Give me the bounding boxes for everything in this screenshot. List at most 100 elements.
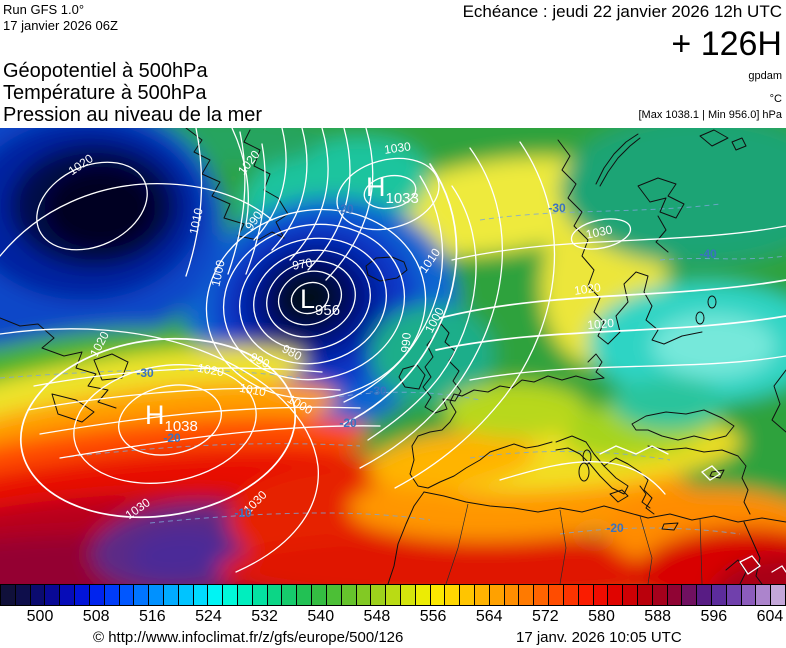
field-blob bbox=[44, 166, 156, 250]
param-temperature: Température à 500hPa bbox=[3, 82, 207, 104]
scale-tick: 516 bbox=[138, 608, 166, 625]
scale-tick: 588 bbox=[644, 608, 671, 625]
valid-time-label: Echéance : jeudi 22 janvier 2026 12h UTC bbox=[462, 2, 782, 21]
isobar-label: 1010 bbox=[186, 206, 205, 235]
scale-cell bbox=[297, 585, 312, 605]
scale-cell bbox=[30, 585, 45, 605]
scale-tick: 500 bbox=[26, 608, 54, 625]
scale-cell bbox=[652, 585, 667, 605]
scale-tick: 572 bbox=[531, 608, 559, 625]
color-scale bbox=[0, 584, 786, 606]
units-block: gpdam °C [Max 1038.1 | Min 956.0] hPa bbox=[639, 71, 783, 121]
scale-cell bbox=[667, 585, 682, 605]
isobar-label: 1030 bbox=[383, 139, 412, 157]
scale-tick: 580 bbox=[588, 608, 615, 625]
param-pressure: Pression au niveau de la mer bbox=[3, 104, 263, 126]
isobar-label: 1020 bbox=[573, 280, 602, 298]
pressure-center-h1038: H1038 bbox=[145, 400, 198, 435]
scale-cell bbox=[460, 585, 474, 605]
scale-cell bbox=[445, 585, 460, 605]
pressure-center-h1033: H1033 bbox=[366, 172, 419, 207]
scale-tick-labels: 500 508 516 524 532 540 548 556 564 572 580 588 596 6… bbox=[0, 606, 786, 627]
run-date-label: 17 janvier 2026 06Z bbox=[3, 18, 118, 33]
copyright-text: © http://www.infoclimat.fr/z/gfs/europe/… bbox=[93, 629, 404, 646]
temperature-label: -30 bbox=[369, 384, 387, 398]
scale-cell bbox=[682, 585, 697, 605]
temperature-label: -20 bbox=[606, 521, 624, 535]
scale-cell bbox=[741, 585, 756, 605]
scale-cell bbox=[223, 585, 237, 605]
scale-cell bbox=[312, 585, 326, 605]
scale-cell bbox=[771, 585, 786, 605]
scale-tick: 596 bbox=[700, 608, 728, 625]
timestamp-text: 17 janv. 2026 10:05 UTC bbox=[516, 629, 682, 646]
scale-cell bbox=[282, 585, 297, 605]
scale-tick: 548 bbox=[363, 608, 391, 625]
scale-cell bbox=[400, 585, 415, 605]
parameter-list: Géopotentiel à 500hPa Température à 500h… bbox=[3, 60, 262, 126]
scale-cell bbox=[45, 585, 60, 605]
scale-cell bbox=[1, 585, 15, 605]
scale-tick: 540 bbox=[307, 608, 335, 625]
scale-tick: 604 bbox=[756, 608, 784, 625]
scale-cell bbox=[238, 585, 252, 605]
pressure-center-l956: L956 bbox=[300, 284, 340, 319]
scale-cell bbox=[89, 585, 104, 605]
temperature-label: -20 bbox=[339, 416, 357, 430]
scale-cell bbox=[193, 585, 208, 605]
scale-cell bbox=[430, 585, 445, 605]
forecast-hour-label: + 126H bbox=[671, 25, 782, 63]
field-blob bbox=[715, 556, 786, 584]
temperature-label: -40 bbox=[699, 247, 717, 261]
weather-map: 1020 1020 1010 990 1000 1030 1030 970 980 990 990 1… bbox=[0, 128, 786, 584]
isobar-label: 1000 bbox=[208, 258, 227, 287]
scale-tick: 564 bbox=[475, 608, 503, 625]
model-run-label: Run GFS 1.0° bbox=[3, 2, 85, 17]
scale-cell bbox=[756, 585, 771, 605]
scale-cell bbox=[549, 585, 563, 605]
scale-cell bbox=[178, 585, 193, 605]
footer: © http://www.infoclimat.fr/z/gfs/europe/… bbox=[0, 627, 786, 648]
scale-cell bbox=[563, 585, 578, 605]
param-geopotential: Géopotentiel à 500hPa bbox=[3, 60, 208, 82]
scale-cell bbox=[341, 585, 356, 605]
temperature-contours bbox=[0, 203, 786, 535]
scale-cell bbox=[104, 585, 119, 605]
temperature-label: -30 bbox=[548, 201, 566, 215]
scale-cell bbox=[356, 585, 371, 605]
scale-tick: 524 bbox=[195, 608, 222, 625]
scale-cell bbox=[371, 585, 386, 605]
scale-cell bbox=[386, 585, 400, 605]
scale-cell bbox=[697, 585, 711, 605]
scale-cell bbox=[504, 585, 519, 605]
coastlines bbox=[0, 128, 786, 584]
field-blob bbox=[130, 529, 226, 579]
scale-cell bbox=[119, 585, 134, 605]
temperature-label: -20 bbox=[163, 431, 181, 445]
scale-cell bbox=[519, 585, 534, 605]
valid-time-block: Echéance : jeudi 22 janvier 2026 12h UTC… bbox=[463, 2, 782, 64]
field-blob bbox=[0, 328, 202, 392]
scale-cell bbox=[267, 585, 282, 605]
scale-cell bbox=[163, 585, 178, 605]
scale-tick: 508 bbox=[82, 608, 110, 625]
run-info: Run GFS 1.0° 17 janvier 2026 06Z bbox=[3, 2, 118, 34]
scale-cell bbox=[149, 585, 163, 605]
field-blob bbox=[560, 128, 786, 265]
isobar-label: 1030 bbox=[585, 222, 614, 241]
scale-cell bbox=[593, 585, 608, 605]
temperature-label: -30 bbox=[136, 366, 154, 380]
field-blob bbox=[367, 430, 537, 490]
scale-cell bbox=[489, 585, 504, 605]
field-blob bbox=[612, 378, 724, 430]
scale-tick: 556 bbox=[419, 608, 447, 625]
scale-cell bbox=[475, 585, 489, 605]
isobar-label: 1020 bbox=[587, 316, 615, 332]
scale-cell bbox=[637, 585, 652, 605]
unit-geopotential: gpdam bbox=[748, 70, 782, 82]
scale-cell bbox=[15, 585, 30, 605]
scale-cell bbox=[252, 585, 267, 605]
scale-cell bbox=[326, 585, 341, 605]
